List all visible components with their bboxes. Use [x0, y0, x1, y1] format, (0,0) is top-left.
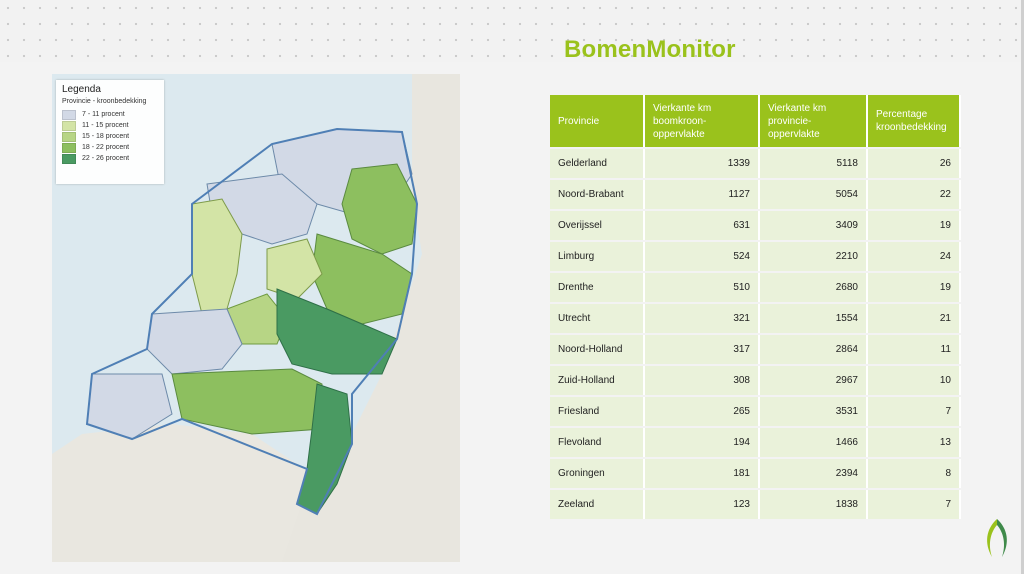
table-row: Overijssel 631 3409 19 [550, 211, 961, 240]
cell-boomkroon-km2: 321 [645, 304, 760, 333]
province-drenthe [341, 163, 418, 255]
cell-provincie-km2: 1466 [760, 428, 868, 457]
legend-swatch [62, 120, 76, 131]
map-legend: Legenda Provincie - kroonbedekking 7 - 1… [56, 80, 164, 184]
legend-label: 22 - 26 procent [82, 155, 130, 162]
legend-items: 7 - 11 procent 11 - 15 procent 15 - 18 pro… [62, 109, 158, 164]
table-row: Friesland 265 3531 7 [550, 397, 961, 426]
cell-provincie: Zeeland [550, 490, 645, 519]
header-provincie-oppervlakte: Vierkante km provincie-oppervlakte [760, 95, 868, 147]
cell-provincie-km2: 1554 [760, 304, 868, 333]
header-provincie: Provincie [550, 95, 645, 147]
cell-provincie: Groningen [550, 459, 645, 488]
cell-boomkroon-km2: 631 [645, 211, 760, 240]
legend-title: Legenda [62, 84, 101, 95]
cell-percentage: 24 [868, 242, 961, 271]
country-border [85, 127, 419, 516]
cell-boomkroon-km2: 194 [645, 428, 760, 457]
slide-edge [1021, 0, 1024, 574]
cell-percentage: 22 [868, 180, 961, 209]
cell-percentage: 7 [868, 490, 961, 519]
cell-provincie-km2: 2680 [760, 273, 868, 302]
table-row: Limburg 524 2210 24 [550, 242, 961, 271]
cell-provincie-km2: 5054 [760, 180, 868, 209]
cell-provincie: Friesland [550, 397, 645, 426]
header-percentage: Percentage kroonbedekking [868, 95, 961, 147]
legend-label: 7 - 11 procent [82, 111, 125, 118]
legend-label: 11 - 15 procent [82, 122, 129, 129]
cell-boomkroon-km2: 510 [645, 273, 760, 302]
legend-item: 22 - 26 procent [62, 153, 158, 164]
cell-provincie: Flevoland [550, 428, 645, 457]
cell-percentage: 19 [868, 273, 961, 302]
cell-provincie-km2: 3409 [760, 211, 868, 240]
table-row: Gelderland 1339 5118 26 [550, 149, 961, 178]
cell-percentage: 11 [868, 335, 961, 364]
cell-provincie: Utrecht [550, 304, 645, 333]
table-row: Groningen 181 2394 8 [550, 459, 961, 488]
cell-boomkroon-km2: 123 [645, 490, 760, 519]
header-boomkroon: Vierkante km boomkroon-oppervlakte [645, 95, 760, 147]
table-header-row: Provincie Vierkante km boomkroon-oppervl… [550, 95, 961, 147]
cell-provincie: Noord-Brabant [550, 180, 645, 209]
legend-item: 11 - 15 procent [62, 120, 158, 131]
table-row: Noord-Brabant 1127 5054 22 [550, 180, 961, 209]
legend-item: 15 - 18 procent [62, 131, 158, 142]
cell-provincie-km2: 2864 [760, 335, 868, 364]
legend-label: 15 - 18 procent [82, 133, 130, 140]
cell-boomkroon-km2: 308 [645, 366, 760, 395]
province-flevoland [266, 238, 323, 300]
cell-provincie: Overijssel [550, 211, 645, 240]
table-row: Zuid-Holland 308 2967 10 [550, 366, 961, 395]
crown-cover-table: Provincie Vierkante km boomkroon-oppervl… [550, 93, 961, 521]
cell-percentage: 10 [868, 366, 961, 395]
table-row: Flevoland 194 1466 13 [550, 428, 961, 457]
cell-boomkroon-km2: 181 [645, 459, 760, 488]
cell-provincie: Gelderland [550, 149, 645, 178]
legend-subtitle: Provincie - kroonbedekking [62, 98, 147, 105]
province-noord-holland [191, 198, 243, 315]
legend-swatch [62, 142, 76, 153]
table-row: Utrecht 321 1554 21 [550, 304, 961, 333]
germany-land [252, 74, 460, 562]
cell-boomkroon-km2: 265 [645, 397, 760, 426]
legend-swatch [62, 153, 76, 164]
cell-percentage: 8 [868, 459, 961, 488]
cell-boomkroon-km2: 317 [645, 335, 760, 364]
cell-percentage: 13 [868, 428, 961, 457]
legend-item: 7 - 11 procent [62, 109, 158, 120]
table-body: Gelderland 1339 5118 26 Noord-Brabant 1127 505… [550, 149, 961, 519]
cell-percentage: 7 [868, 397, 961, 426]
cell-provincie: Limburg [550, 242, 645, 271]
table-row: Noord-Holland 317 2864 11 [550, 335, 961, 364]
legend-item: 18 - 22 procent [62, 142, 158, 153]
cell-provincie-km2: 3531 [760, 397, 868, 426]
cell-provincie-km2: 2967 [760, 366, 868, 395]
cell-provincie-km2: 1838 [760, 490, 868, 519]
cell-provincie-km2: 2394 [760, 459, 868, 488]
cell-provincie-km2: 2210 [760, 242, 868, 271]
cell-percentage: 21 [868, 304, 961, 333]
legend-label: 18 - 22 procent [82, 144, 130, 151]
legend-swatch [62, 131, 76, 142]
cell-boomkroon-km2: 1127 [645, 180, 760, 209]
province-gelderland [276, 288, 398, 375]
table-row: Zeeland 123 1838 7 [550, 490, 961, 519]
cell-provincie: Drenthe [550, 273, 645, 302]
slide-title: BomenMonitor [564, 36, 736, 63]
belgium-land [52, 424, 312, 562]
legend-swatch [62, 109, 76, 120]
cell-percentage: 19 [868, 211, 961, 240]
cell-boomkroon-km2: 1339 [645, 149, 760, 178]
table-row: Drenthe 510 2680 19 [550, 273, 961, 302]
netherlands-map [52, 74, 460, 562]
cell-boomkroon-km2: 524 [645, 242, 760, 271]
cell-provincie: Zuid-Holland [550, 366, 645, 395]
leaf-logo-icon [987, 519, 1007, 557]
cell-provincie-km2: 5118 [760, 149, 868, 178]
cell-provincie: Noord-Holland [550, 335, 645, 364]
cell-percentage: 26 [868, 149, 961, 178]
